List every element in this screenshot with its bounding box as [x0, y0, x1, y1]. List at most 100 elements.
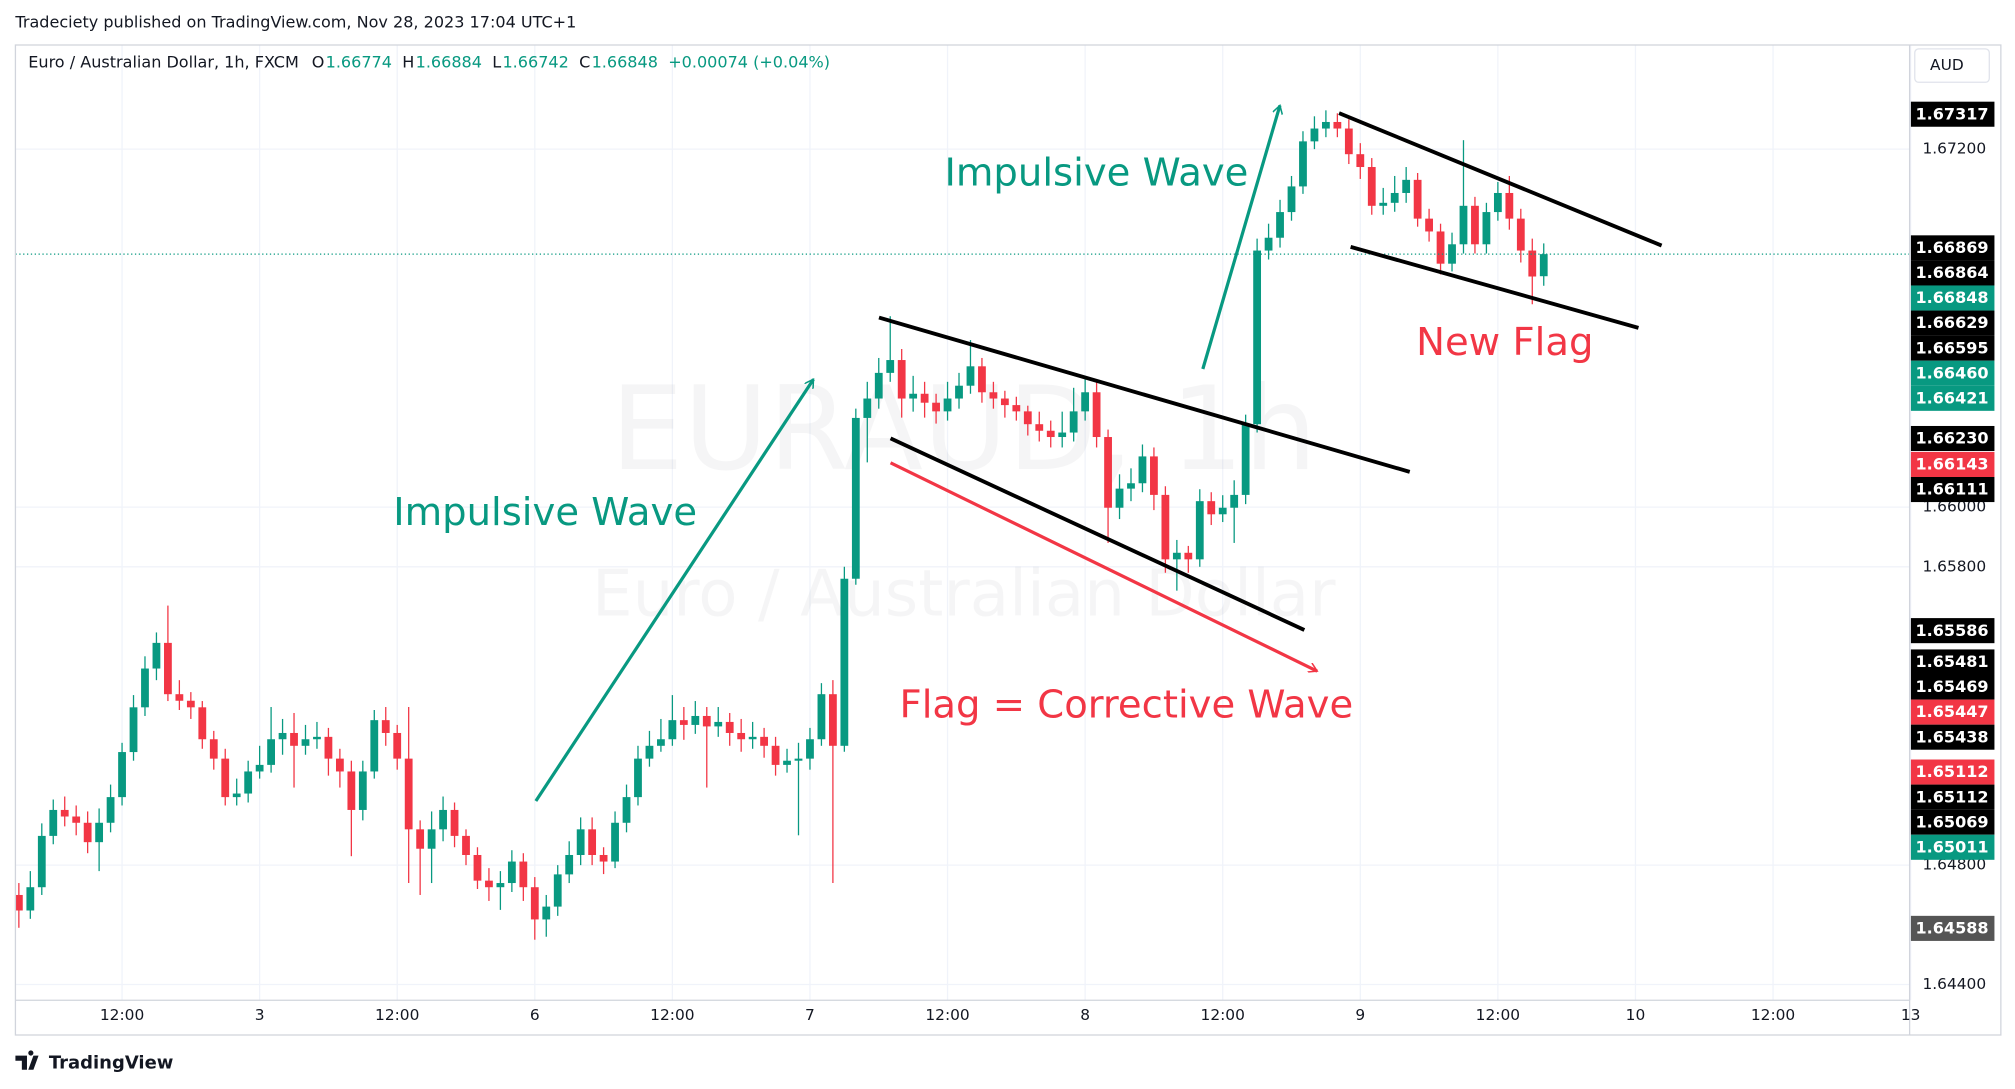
candle-body — [1069, 411, 1078, 433]
candle-body — [1172, 552, 1181, 560]
candle-body — [221, 758, 230, 798]
candle-body — [920, 393, 929, 403]
candle-body — [1390, 192, 1399, 203]
price-label-box — [1910, 784, 1995, 810]
candle-body — [1425, 218, 1433, 232]
candle-body — [1195, 501, 1204, 560]
candles — [14, 110, 1910, 940]
candle-body — [1539, 254, 1548, 277]
price-label-box — [1910, 235, 1995, 261]
candle-body — [1081, 392, 1090, 412]
y-tick-label: 1.64800 — [1922, 856, 1986, 874]
candle-body — [1505, 192, 1514, 219]
candle-body — [668, 720, 677, 740]
candle-body — [1493, 192, 1502, 213]
candle-body — [611, 822, 619, 862]
price-label-box — [1910, 310, 1995, 336]
candle-body — [622, 797, 631, 823]
candle-body — [840, 578, 849, 746]
annotations: Impulsive Wave Impulsive Wave Flag = Corre… — [393, 150, 1593, 727]
y-tick-label: 1.65800 — [1922, 557, 1986, 575]
price-label: 1.66848 — [1915, 288, 1988, 307]
candle-body — [691, 715, 700, 725]
new-flag-lower-line — [1350, 245, 1639, 330]
candle-body — [278, 732, 287, 740]
x-tick-label: 12:00 — [375, 1006, 419, 1024]
impulse-arrow — [1201, 105, 1280, 370]
x-tick-label: 9 — [1355, 1006, 1365, 1024]
candle-body — [1046, 430, 1055, 438]
candle-body — [473, 854, 482, 881]
candle-body — [83, 822, 92, 843]
candle-body — [106, 797, 115, 823]
candle-body — [794, 758, 803, 761]
candle-body — [141, 668, 149, 708]
candle-body — [1138, 456, 1147, 484]
candle-body — [1230, 494, 1239, 508]
price-label-box — [1910, 335, 1995, 361]
price-label: 1.65438 — [1915, 727, 1988, 746]
candle-body — [1448, 244, 1456, 264]
candle-body — [198, 707, 207, 740]
candle-body — [1310, 128, 1319, 142]
candle-body — [1528, 250, 1537, 277]
header-field: 1.66742 — [502, 52, 568, 71]
x-tick-label: 12:00 — [925, 1006, 969, 1024]
price-label: 1.66421 — [1915, 388, 1988, 407]
candle-body — [1218, 507, 1227, 515]
logo-icon — [15, 1050, 39, 1070]
candle-body — [702, 715, 711, 727]
candle-body — [817, 694, 826, 740]
header-field: 1.66848 — [592, 52, 658, 71]
candle-body — [381, 720, 390, 733]
currency-button[interactable] — [1914, 48, 1990, 83]
candle-body — [599, 854, 608, 862]
candle-body — [874, 372, 883, 399]
candle-body — [1287, 186, 1296, 213]
price-label: 1.65469 — [1915, 677, 1988, 696]
x-tick-label: 3 — [255, 1006, 265, 1024]
candle-body — [1276, 212, 1284, 238]
price-label: 1.67317 — [1915, 104, 1988, 123]
candle-body — [186, 700, 195, 708]
price-label-box — [1910, 285, 1995, 311]
flag-lower-line — [889, 436, 1306, 632]
candle-body — [1356, 154, 1365, 168]
candle-body — [232, 793, 241, 798]
candle-body — [335, 758, 344, 772]
price-label-box — [1910, 674, 1995, 700]
price-label-box — [1910, 425, 1995, 452]
symbol-header: Euro / Australian Dollar, 1h, FXCM O 1.667… — [28, 52, 830, 71]
candle-body — [404, 758, 413, 830]
candle-body — [519, 861, 528, 888]
header-field: H — [402, 52, 414, 71]
grid — [15, 45, 1912, 1001]
candle-body — [26, 887, 35, 911]
candle-body — [748, 736, 757, 740]
candle-body — [851, 417, 860, 579]
candle-body — [1344, 128, 1353, 155]
candle-body — [542, 906, 551, 920]
price-labels: 1.67317 1.66869 1.66864 1.66848 1.66629 1.665… — [1910, 101, 1995, 941]
candle-body — [14, 894, 23, 911]
candle-body — [1012, 405, 1021, 412]
price-label: 1.66864 — [1915, 263, 1988, 282]
candle-body — [1241, 424, 1250, 495]
footer-brand: TradingView — [49, 1052, 174, 1073]
x-tick-label: 12:00 — [100, 1006, 144, 1024]
price-label: 1.66111 — [1915, 480, 1988, 499]
candle-body — [1402, 179, 1411, 193]
candle-body — [313, 736, 321, 740]
candle-body — [450, 809, 459, 836]
price-label-box — [1910, 260, 1995, 286]
x-tick-label: 10 — [1626, 1006, 1646, 1024]
currency-label[interactable]: AUD — [1930, 56, 1964, 74]
candle-body — [714, 721, 723, 727]
candle-body — [783, 760, 791, 765]
candle-body — [1104, 437, 1112, 508]
candle-body — [760, 736, 769, 746]
y-tick-label: 1.66000 — [1922, 498, 1986, 516]
